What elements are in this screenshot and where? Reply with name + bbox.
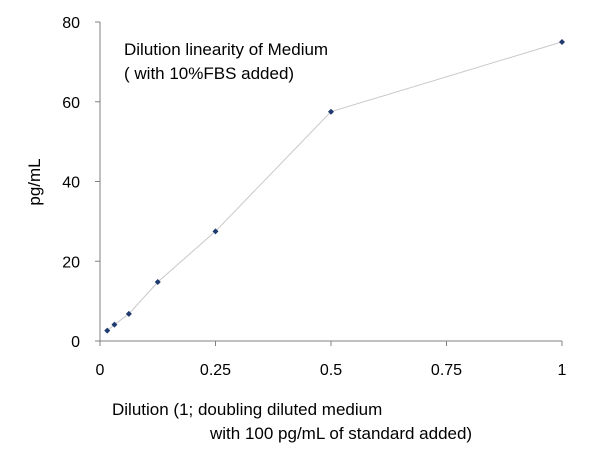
data-point xyxy=(111,321,118,328)
data-point xyxy=(104,327,111,334)
y-tick-label: 20 xyxy=(62,254,80,271)
y-axis-label: pg/mL xyxy=(25,158,44,205)
y-tick-label: 60 xyxy=(62,95,80,112)
data-point xyxy=(328,108,334,115)
x-tick-label: 0 xyxy=(96,362,105,379)
x-tick-label: 0.75 xyxy=(431,362,462,379)
x-tick-label: 0.5 xyxy=(320,362,342,379)
y-tick-label: 80 xyxy=(62,15,80,32)
data-point xyxy=(125,310,132,317)
series-line xyxy=(106,41,563,331)
x-tick-label: 1 xyxy=(558,362,567,379)
annotation-line-1: Dilution linearity of Medium xyxy=(124,40,328,59)
x-tick-label: 0.25 xyxy=(200,362,231,379)
y-tick-label: 0 xyxy=(71,334,80,351)
y-tick-label: 40 xyxy=(62,175,80,192)
series-layer xyxy=(104,38,565,334)
x-axis-label-line-1: Dilution (1; doubling diluted medium xyxy=(112,400,382,419)
data-point xyxy=(154,278,161,285)
data-point xyxy=(212,228,219,235)
x-axis-label-line-2: with 100 pg/mL of standard added) xyxy=(209,424,472,443)
annotation-line-2: ( with 10%FBS added) xyxy=(124,64,294,83)
data-point xyxy=(559,38,565,45)
axes xyxy=(95,21,563,346)
ticks-layer: 0 20 40 60 80 0 0.25 0.5 0.75 1 xyxy=(62,15,566,379)
